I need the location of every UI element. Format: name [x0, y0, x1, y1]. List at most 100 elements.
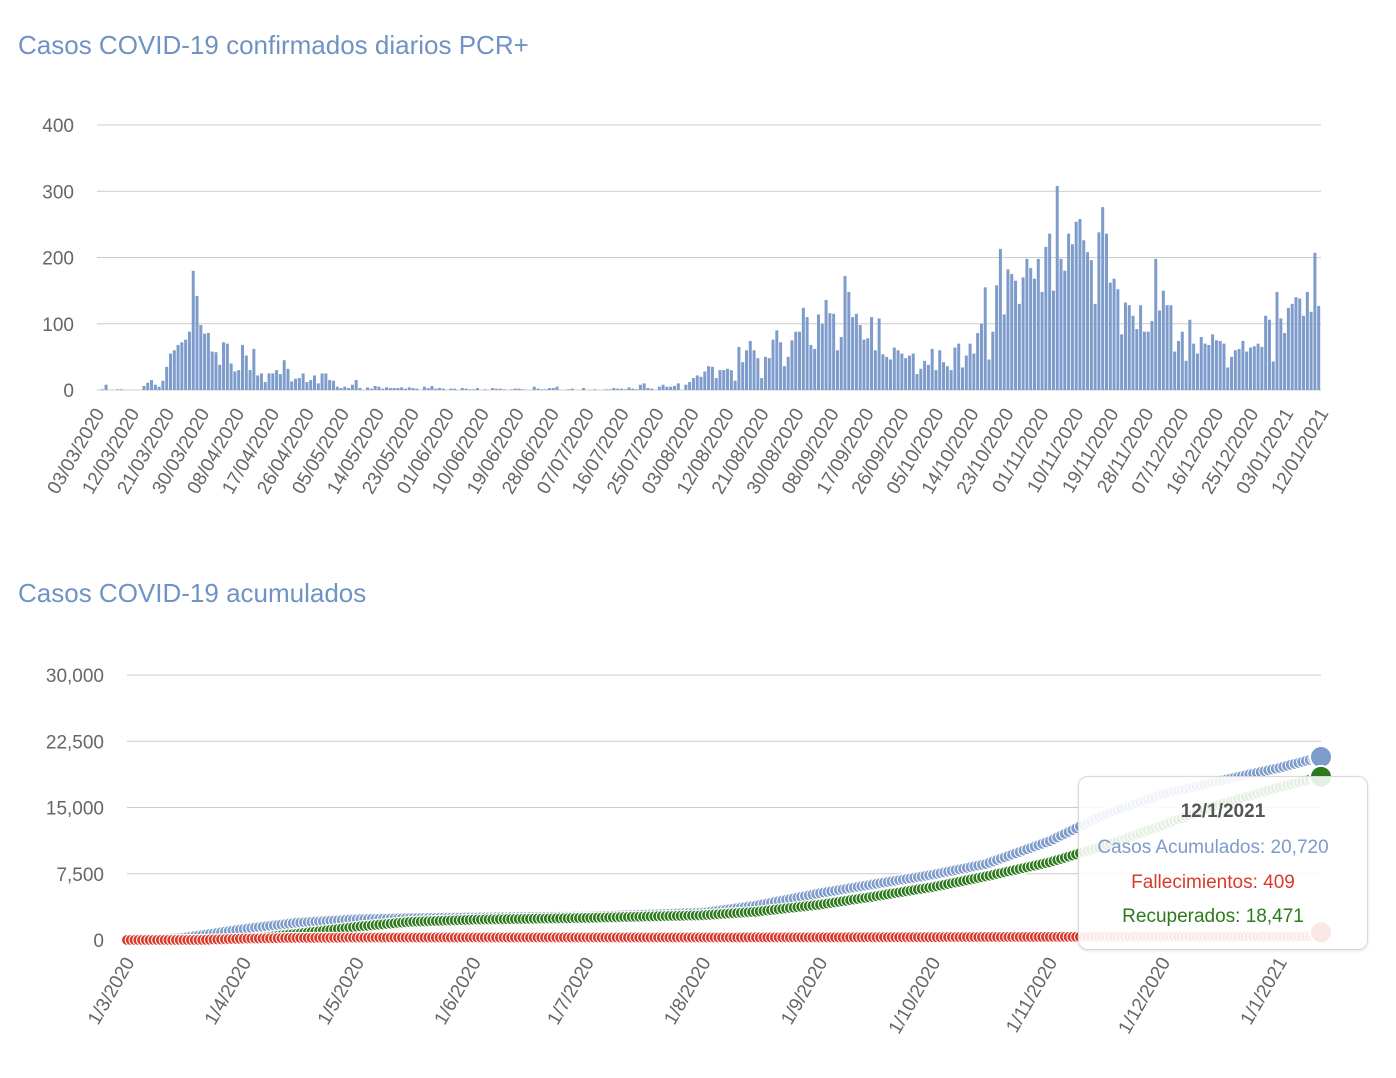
- daily-bar: [422, 386, 426, 390]
- daily-bar: [1150, 321, 1154, 390]
- daily-bar: [923, 360, 927, 390]
- daily-bar: [1120, 334, 1124, 390]
- daily-bar: [1135, 329, 1139, 390]
- daily-bar: [650, 388, 654, 390]
- daily-bar: [1033, 278, 1036, 390]
- daily-bar: [862, 339, 866, 390]
- daily-bar: [760, 378, 764, 390]
- daily-bar: [794, 331, 798, 390]
- daily-bar: [1112, 278, 1116, 390]
- daily-bar: [881, 354, 885, 390]
- daily-bar: [1275, 291, 1279, 390]
- daily-bar: [1207, 344, 1211, 390]
- daily-bar: [153, 384, 157, 390]
- daily-bar: [1302, 315, 1306, 390]
- daily-bar: [987, 359, 991, 390]
- daily-bar: [483, 389, 487, 390]
- cumulative-y-tick-label: 22,500: [46, 732, 104, 753]
- daily-bar: [172, 350, 176, 390]
- daily-bar: [752, 350, 756, 390]
- daily-bar: [161, 380, 165, 390]
- daily-bar: [1203, 343, 1207, 390]
- daily-bar: [638, 384, 642, 390]
- daily-bar: [441, 388, 445, 390]
- daily-bar: [623, 389, 627, 390]
- daily-bar: [1290, 303, 1294, 390]
- daily-bar: [631, 388, 635, 390]
- daily-bar: [229, 363, 233, 390]
- daily-bar: [438, 388, 442, 390]
- daily-bar: [1082, 240, 1086, 390]
- daily-bar: [331, 380, 335, 390]
- daily-bar: [142, 386, 146, 390]
- daily-bar: [930, 348, 934, 390]
- daily-bar: [176, 344, 180, 390]
- cumulative-x-tick-label: 1/8/2020: [660, 954, 715, 1029]
- daily-bar: [968, 343, 972, 390]
- daily-bar: [309, 380, 313, 390]
- daily-bar: [411, 388, 415, 390]
- daily-bar: [449, 388, 453, 390]
- daily-bar: [267, 373, 271, 390]
- daily-bar: [619, 388, 623, 390]
- daily-bar: [301, 373, 305, 390]
- daily-cases-bar-chart: 010020030040003/03/202012/03/202021/03/2…: [42, 116, 1333, 498]
- daily-bar: [347, 388, 351, 390]
- daily-bar: [907, 355, 911, 390]
- tooltip-recovered-row: Recuperados: 18,471: [1122, 906, 1304, 927]
- daily-bar: [1249, 347, 1252, 390]
- cumulative-y-tick-label: 0: [93, 931, 104, 952]
- daily-bar: [396, 388, 400, 390]
- daily-bar: [854, 313, 858, 390]
- daily-bar: [1241, 340, 1245, 390]
- daily-bar: [1040, 291, 1044, 390]
- daily-bar: [957, 343, 961, 390]
- cumulative-x-tick-label: 1/11/2020: [1002, 954, 1062, 1036]
- daily-bar: [381, 388, 385, 390]
- daily-bar: [646, 388, 650, 390]
- daily-bar: [320, 373, 324, 390]
- daily-bar: [1226, 367, 1230, 390]
- daily-bar: [949, 370, 953, 390]
- daily-bar: [426, 388, 430, 390]
- daily-bar: [1036, 258, 1040, 390]
- daily-bar: [828, 313, 832, 390]
- daily-bar: [100, 389, 104, 390]
- daily-bar: [157, 386, 161, 390]
- daily-bar: [1169, 305, 1173, 390]
- daily-bar: [1161, 290, 1165, 390]
- daily-bar: [1165, 305, 1169, 390]
- daily-bar: [786, 356, 790, 390]
- daily-bar: [1002, 314, 1006, 390]
- daily-bar: [1021, 277, 1025, 390]
- daily-bar: [889, 359, 892, 390]
- daily-bar: [199, 325, 203, 390]
- daily-bar: [669, 386, 673, 390]
- cumulative-cases-chart-title: Casos COVID-19 acumulados: [18, 578, 367, 608]
- daily-bar: [1237, 348, 1241, 390]
- daily-bar: [710, 366, 714, 390]
- daily-bar: [582, 388, 586, 390]
- daily-bar: [756, 358, 760, 390]
- daily-bar: [798, 331, 802, 390]
- daily-bar: [1154, 258, 1158, 390]
- daily-bar: [248, 370, 252, 390]
- cumulative-x-tick-label: 1/3/2020: [84, 954, 139, 1029]
- daily-bar: [896, 350, 900, 390]
- daily-bar: [233, 371, 237, 390]
- daily-bar: [369, 388, 373, 390]
- hover-tooltip: 12/1/2021 Casos Acumulados: 20,720 Falle…: [1078, 776, 1368, 950]
- daily-bar: [729, 370, 733, 390]
- cumulative-x-tick-label: 1/5/2020: [314, 954, 369, 1029]
- daily-bar: [839, 337, 843, 390]
- daily-bar: [1139, 305, 1143, 390]
- cumulative-y-tick-label: 7,500: [56, 865, 104, 886]
- daily-bar: [964, 355, 968, 390]
- daily-bar: [278, 374, 282, 390]
- daily-bar: [608, 389, 612, 390]
- daily-bar: [169, 353, 172, 390]
- daily-bar: [1233, 350, 1237, 390]
- daily-bar: [945, 366, 949, 390]
- daily-bar: [259, 373, 263, 390]
- daily-bar: [676, 383, 680, 390]
